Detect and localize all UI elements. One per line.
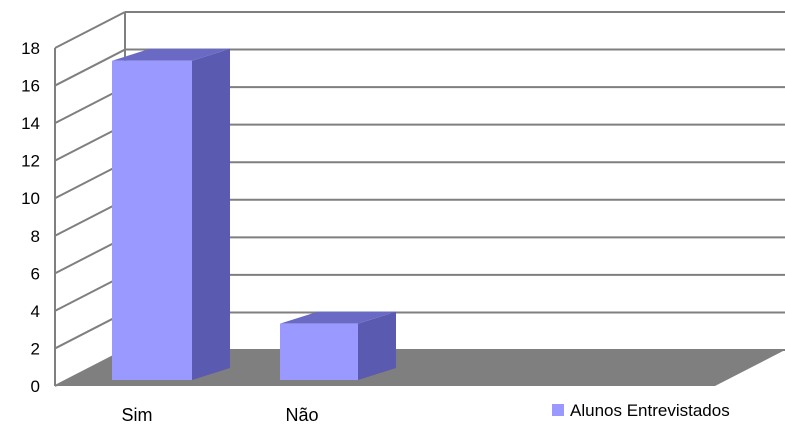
side-wall-gridline bbox=[54, 11, 126, 49]
bar-side bbox=[192, 48, 230, 381]
y-tick-label: 8 bbox=[31, 227, 40, 246]
y-tick-label: 10 bbox=[21, 189, 40, 208]
x-category-label: Não bbox=[285, 405, 318, 425]
legend-label: Alunos Entrevistados bbox=[570, 401, 730, 420]
bars bbox=[112, 48, 396, 381]
y-tick-label: 2 bbox=[31, 339, 40, 358]
x-axis-category-labels: Sim Não bbox=[122, 405, 319, 425]
y-tick-label: 18 bbox=[21, 39, 40, 58]
y-tick-label: 4 bbox=[31, 302, 40, 321]
bar-não bbox=[280, 311, 396, 380]
bar-sim bbox=[112, 48, 230, 381]
y-tick-label: 6 bbox=[31, 264, 40, 283]
legend: Alunos Entrevistados bbox=[552, 401, 730, 420]
chart-floor bbox=[55, 350, 785, 386]
bar-front bbox=[280, 323, 358, 380]
floor-plane bbox=[55, 350, 785, 386]
y-tick-label: 14 bbox=[21, 114, 40, 133]
y-tick-label: 0 bbox=[31, 377, 40, 396]
bar-front bbox=[112, 60, 192, 381]
bar-side bbox=[358, 311, 396, 380]
y-tick-label: 12 bbox=[21, 152, 40, 171]
legend-swatch bbox=[552, 404, 564, 416]
y-tick-label: 16 bbox=[21, 77, 40, 96]
bar-top bbox=[280, 311, 396, 324]
y-axis-tick-labels: 0 2 4 6 8 10 12 14 16 18 bbox=[21, 39, 40, 396]
side-wall-gridline bbox=[54, 48, 126, 87]
bar-top bbox=[112, 48, 230, 61]
x-category-label: Sim bbox=[122, 405, 153, 425]
